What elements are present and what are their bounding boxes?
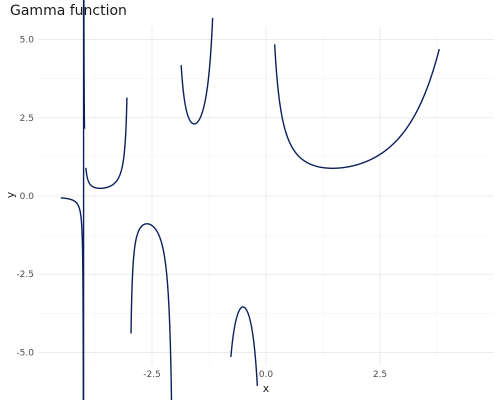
gamma-curve-branch-3 [130,223,173,400]
x-tick-label: -2.5 [143,370,161,380]
gamma-curve-branch-1 [60,0,86,400]
y-tick-label: -2.5 [16,270,34,280]
y-tick-labels: -5.0 -2.5 0.0 2.5 5.0 [16,36,34,359]
gamma-curve-branch-6 [273,44,440,169]
major-gridlines [38,27,494,365]
y-axis-label: y [4,191,17,198]
y-tick-label: 5.0 [20,36,35,46]
gamma-curves [60,0,440,400]
gamma-curve-branch-2 [85,97,128,190]
x-tick-labels: -2.5 0.0 2.5 [143,370,387,380]
x-tick-label: 2.5 [373,370,387,380]
x-axis-label: x [263,382,270,395]
gamma-curve-branch-4 [180,17,214,125]
y-tick-label: 2.5 [20,114,34,124]
x-tick-label: 0.0 [259,370,274,380]
chart-title: Gamma function [10,3,127,19]
y-tick-label: 0.0 [20,192,35,202]
gamma-curve-branch-5 [230,306,259,386]
y-tick-label: -5.0 [16,348,34,358]
